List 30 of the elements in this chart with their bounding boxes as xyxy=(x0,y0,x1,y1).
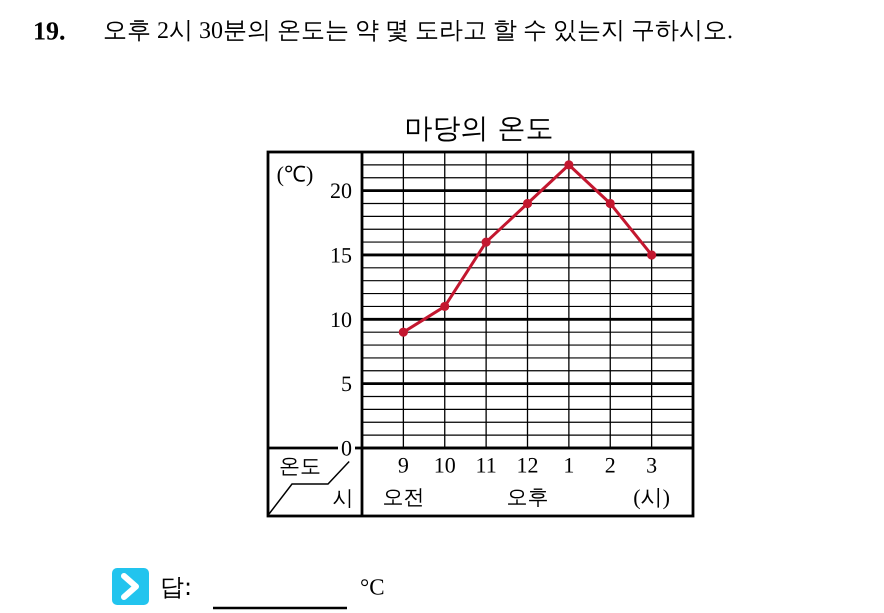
text: 오후 xyxy=(506,485,548,509)
y-tick-label: 20 xyxy=(330,178,352,204)
x-tick-label: 12 xyxy=(516,452,538,478)
text: 시 xyxy=(332,486,354,510)
point xyxy=(606,198,615,208)
x-tick-label: 2 xyxy=(604,452,616,478)
text: 오후 2시 30분의 온도는 약 몇 도라고 할 수 있는지 구하시오. xyxy=(103,18,733,44)
x-axis-title: (시) xyxy=(633,484,670,510)
chart-title: 마당의 온도 xyxy=(404,112,554,144)
x-tick-label: 1 xyxy=(563,452,574,478)
text: 답: xyxy=(160,573,192,601)
y-tick-label: 0 xyxy=(341,436,352,460)
point xyxy=(647,250,656,260)
text: 온도 xyxy=(279,454,321,478)
point xyxy=(522,198,532,208)
point xyxy=(482,237,491,247)
y-tick-label: 15 xyxy=(330,242,352,268)
x-tick-label: 11 xyxy=(476,452,497,478)
text: 19. xyxy=(33,16,66,46)
y-tick-label: 5 xyxy=(341,371,352,396)
point xyxy=(440,302,450,312)
text: °C xyxy=(360,574,385,600)
x-tick-label: 3 xyxy=(646,452,658,478)
y-tick-label: 10 xyxy=(330,306,352,332)
point xyxy=(564,160,574,170)
x-tick-label: 9 xyxy=(398,452,409,478)
x-tick-label: 10 xyxy=(434,452,456,478)
y-axis-title: (℃) xyxy=(276,162,314,186)
text: 오전 xyxy=(382,485,424,509)
point xyxy=(398,328,408,337)
